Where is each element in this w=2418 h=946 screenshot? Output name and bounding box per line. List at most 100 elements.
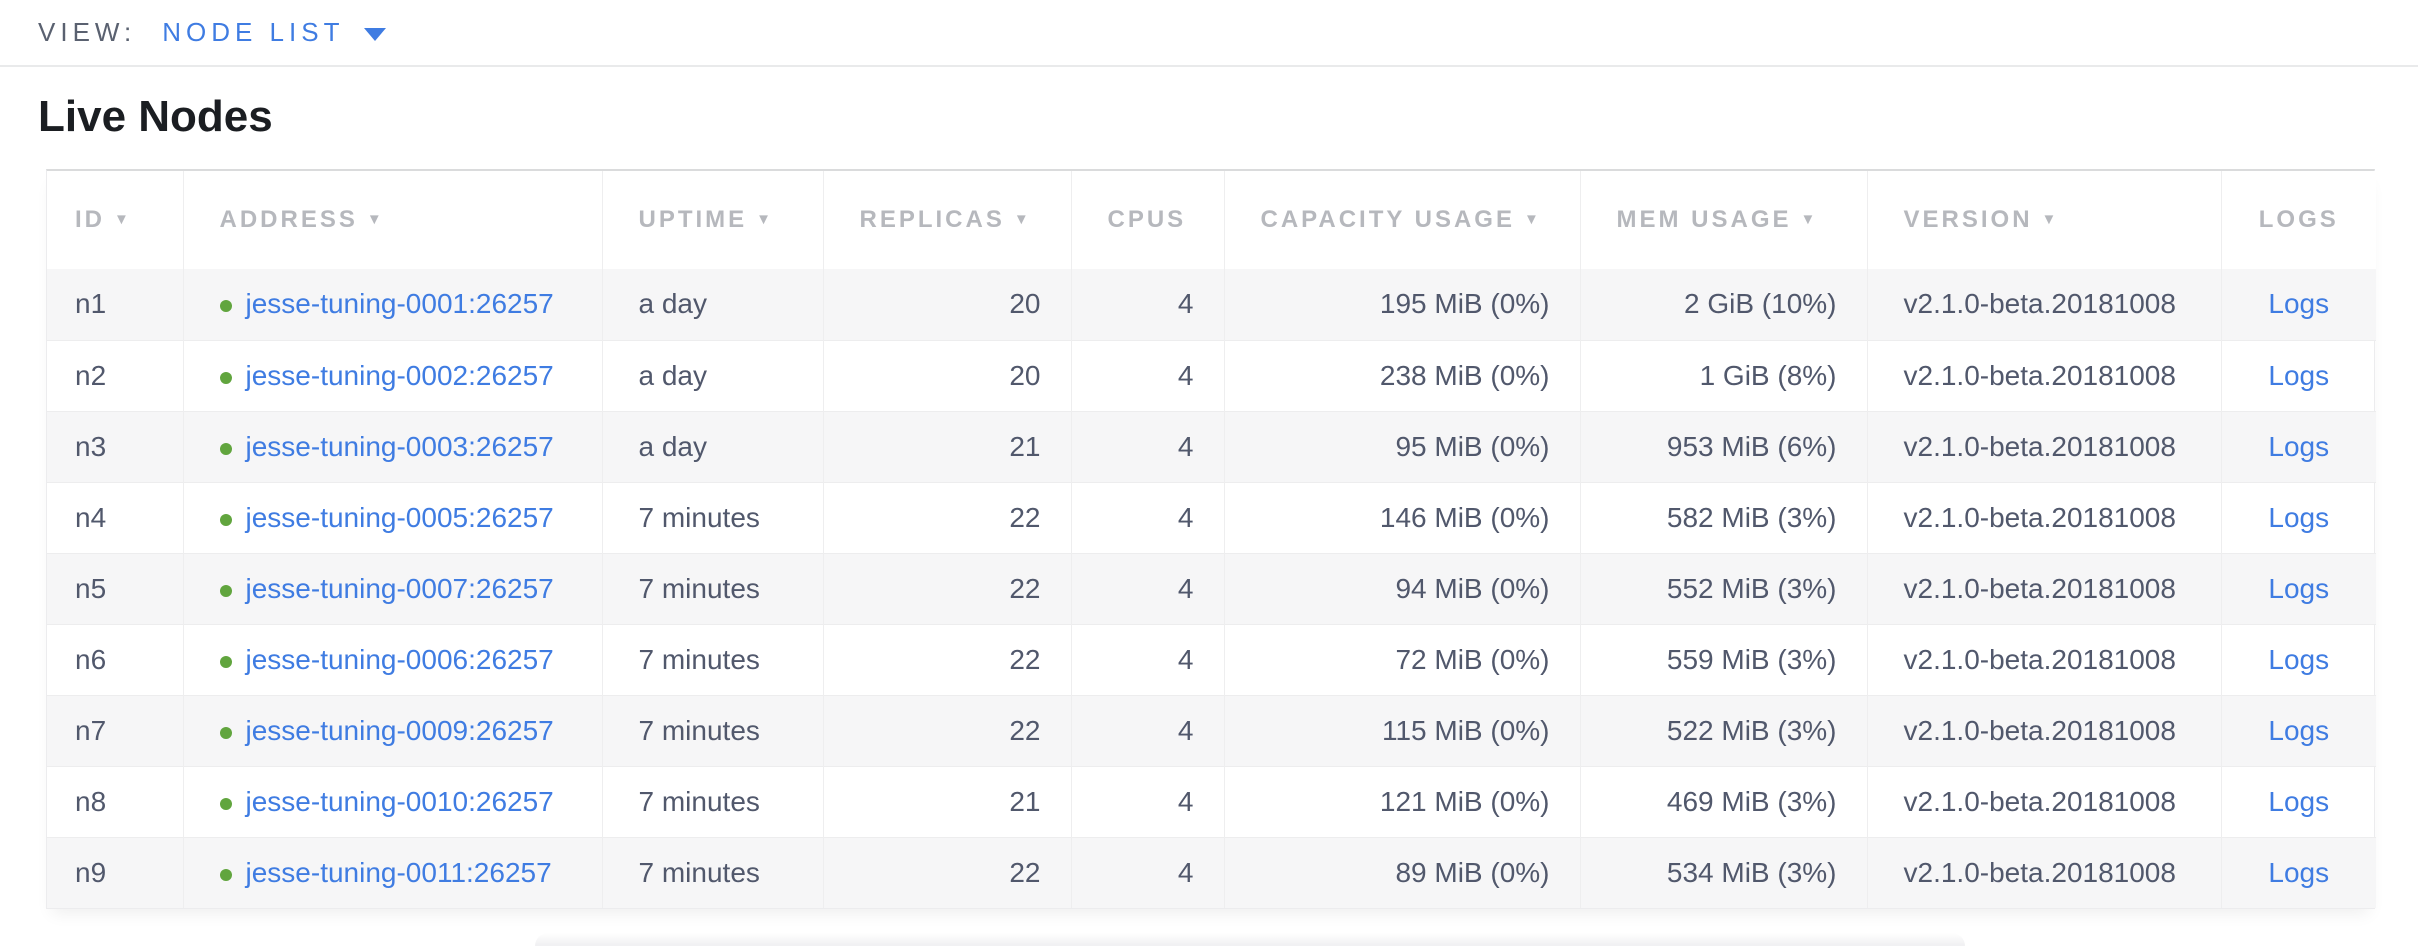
table-row: n6 jesse-tuning-0006:26257 7 minutes 22 4 72 … bbox=[47, 624, 2376, 695]
column-header-address[interactable]: ADDRESS ▼ bbox=[183, 171, 603, 269]
replicas-cell: 22 bbox=[823, 695, 1072, 766]
mem-cell: 582 MiB (3%) bbox=[1580, 482, 1868, 553]
table-row: n7 jesse-tuning-0009:26257 7 minutes 22 4 115… bbox=[47, 695, 2376, 766]
node-logs-link[interactable]: Logs bbox=[2268, 643, 2330, 675]
view-label: VIEW: bbox=[38, 17, 137, 47]
table-row: n3 jesse-tuning-0003:26257 a day 21 4 95 MiB … bbox=[47, 411, 2376, 482]
node-logs-link[interactable]: Logs bbox=[2268, 501, 2330, 533]
sort-desc-icon: ▼ bbox=[1800, 211, 1819, 228]
table-header-row: ID ▼ ADDRESS ▼ UPTIME ▼ REPLICAS ▼ CPUS CAPACITY … bbox=[47, 171, 2376, 269]
node-logs-link[interactable]: Logs bbox=[2268, 572, 2330, 604]
capacity-cell: 121 MiB (0%) bbox=[1224, 766, 1581, 837]
node-status-icon bbox=[219, 868, 232, 881]
uptime-cell: 7 minutes bbox=[602, 482, 824, 553]
column-header-uptime[interactable]: UPTIME ▼ bbox=[602, 171, 824, 269]
node-status-icon bbox=[219, 513, 232, 526]
node-address-link[interactable]: jesse-tuning-0005:26257 bbox=[245, 501, 554, 533]
address-cell: jesse-tuning-0010:26257 bbox=[183, 766, 603, 837]
address-cell: jesse-tuning-0011:26257 bbox=[183, 837, 603, 908]
node-address-link[interactable]: jesse-tuning-0006:26257 bbox=[245, 643, 554, 675]
cpus-cell: 4 bbox=[1071, 269, 1225, 340]
next-section-peek bbox=[535, 933, 1965, 946]
capacity-cell: 94 MiB (0%) bbox=[1224, 553, 1581, 624]
table-row: n8 jesse-tuning-0010:26257 7 minutes 21 4 121… bbox=[47, 766, 2376, 837]
sort-desc-icon: ▼ bbox=[1523, 211, 1542, 228]
uptime-cell: 7 minutes bbox=[602, 837, 824, 908]
node-address-link[interactable]: jesse-tuning-0007:26257 bbox=[245, 572, 554, 604]
address-cell: jesse-tuning-0005:26257 bbox=[183, 482, 603, 553]
node-logs-link[interactable]: Logs bbox=[2268, 288, 2330, 320]
column-header-label: CPUS bbox=[1107, 206, 1187, 233]
column-header-capacity[interactable]: CAPACITY USAGE ▼ bbox=[1224, 171, 1581, 269]
cpus-cell: 4 bbox=[1071, 411, 1225, 482]
uptime-cell: 7 minutes bbox=[602, 766, 824, 837]
capacity-cell: 89 MiB (0%) bbox=[1224, 837, 1581, 908]
mem-cell: 559 MiB (3%) bbox=[1580, 624, 1868, 695]
logs-cell: Logs bbox=[2221, 553, 2376, 624]
version-cell: v2.1.0-beta.20181008 bbox=[1867, 624, 2222, 695]
node-status-icon bbox=[219, 442, 232, 455]
node-logs-link[interactable]: Logs bbox=[2268, 856, 2330, 888]
capacity-cell: 195 MiB (0%) bbox=[1224, 269, 1581, 340]
table-row: n5 jesse-tuning-0007:26257 7 minutes 22 4 94 … bbox=[47, 553, 2376, 624]
column-header-label: ID bbox=[75, 206, 105, 233]
mem-cell: 469 MiB (3%) bbox=[1580, 766, 1868, 837]
node-status-icon bbox=[219, 584, 232, 597]
uptime-cell: 7 minutes bbox=[602, 624, 824, 695]
node-logs-link[interactable]: Logs bbox=[2268, 430, 2330, 462]
node-status-icon bbox=[219, 655, 232, 668]
id-cell: n1 bbox=[47, 269, 184, 340]
node-address-link[interactable]: jesse-tuning-0011:26257 bbox=[245, 856, 552, 888]
uptime-cell: 7 minutes bbox=[602, 695, 824, 766]
address-cell: jesse-tuning-0006:26257 bbox=[183, 624, 603, 695]
node-logs-link[interactable]: Logs bbox=[2268, 714, 2330, 746]
table-row: n2 jesse-tuning-0002:26257 a day 20 4 238 MiB… bbox=[47, 340, 2376, 411]
cpus-cell: 4 bbox=[1071, 482, 1225, 553]
id-cell: n9 bbox=[47, 837, 184, 908]
id-cell: n6 bbox=[47, 624, 184, 695]
cpus-cell: 4 bbox=[1071, 624, 1225, 695]
page-title: Live Nodes bbox=[38, 92, 273, 141]
cpus-cell: 4 bbox=[1071, 695, 1225, 766]
id-cell: n5 bbox=[47, 553, 184, 624]
logs-cell: Logs bbox=[2221, 411, 2376, 482]
node-address-link[interactable]: jesse-tuning-0002:26257 bbox=[245, 359, 554, 391]
column-header-version[interactable]: VERSION ▼ bbox=[1867, 171, 2222, 269]
logs-cell: Logs bbox=[2221, 837, 2376, 908]
logs-cell: Logs bbox=[2221, 766, 2376, 837]
column-header-mem[interactable]: MEM USAGE ▼ bbox=[1580, 171, 1868, 269]
uptime-cell: 7 minutes bbox=[602, 553, 824, 624]
logs-cell: Logs bbox=[2221, 624, 2376, 695]
address-cell: jesse-tuning-0002:26257 bbox=[183, 340, 603, 411]
node-address-link[interactable]: jesse-tuning-0010:26257 bbox=[245, 785, 554, 817]
version-cell: v2.1.0-beta.20181008 bbox=[1867, 766, 2222, 837]
column-header-logs: LOGS bbox=[2221, 171, 2376, 269]
live-nodes-table: ID ▼ ADDRESS ▼ UPTIME ▼ REPLICAS ▼ CPUS CAPACITY … bbox=[47, 171, 2376, 908]
node-status-icon bbox=[219, 300, 232, 313]
chevron-down-icon bbox=[364, 27, 387, 41]
column-header-id[interactable]: ID ▼ bbox=[47, 171, 184, 269]
node-logs-link[interactable]: Logs bbox=[2268, 785, 2330, 817]
node-address-link[interactable]: jesse-tuning-0001:26257 bbox=[245, 288, 554, 320]
node-address-link[interactable]: jesse-tuning-0009:26257 bbox=[245, 714, 554, 746]
version-cell: v2.1.0-beta.20181008 bbox=[1867, 837, 2222, 908]
replicas-cell: 22 bbox=[823, 624, 1072, 695]
column-header-label: REPLICAS bbox=[859, 206, 1005, 233]
mem-cell: 2 GiB (10%) bbox=[1580, 269, 1868, 340]
view-selected-value: NODE LIST bbox=[162, 17, 345, 47]
view-selector-dropdown[interactable]: NODE LIST bbox=[162, 17, 387, 48]
replicas-cell: 21 bbox=[823, 766, 1072, 837]
sort-desc-icon: ▼ bbox=[366, 211, 385, 228]
node-logs-link[interactable]: Logs bbox=[2268, 359, 2330, 391]
mem-cell: 522 MiB (3%) bbox=[1580, 695, 1868, 766]
mem-cell: 953 MiB (6%) bbox=[1580, 411, 1868, 482]
node-status-icon bbox=[219, 726, 232, 739]
capacity-cell: 238 MiB (0%) bbox=[1224, 340, 1581, 411]
node-address-link[interactable]: jesse-tuning-0003:26257 bbox=[245, 430, 554, 462]
sort-desc-icon: ▼ bbox=[756, 211, 775, 228]
id-cell: n8 bbox=[47, 766, 184, 837]
live-nodes-table-card: ID ▼ ADDRESS ▼ UPTIME ▼ REPLICAS ▼ CPUS CAPACITY … bbox=[46, 169, 2376, 909]
column-header-replicas[interactable]: REPLICAS ▼ bbox=[823, 171, 1072, 269]
node-status-icon bbox=[219, 371, 232, 384]
cpus-cell: 4 bbox=[1071, 553, 1225, 624]
